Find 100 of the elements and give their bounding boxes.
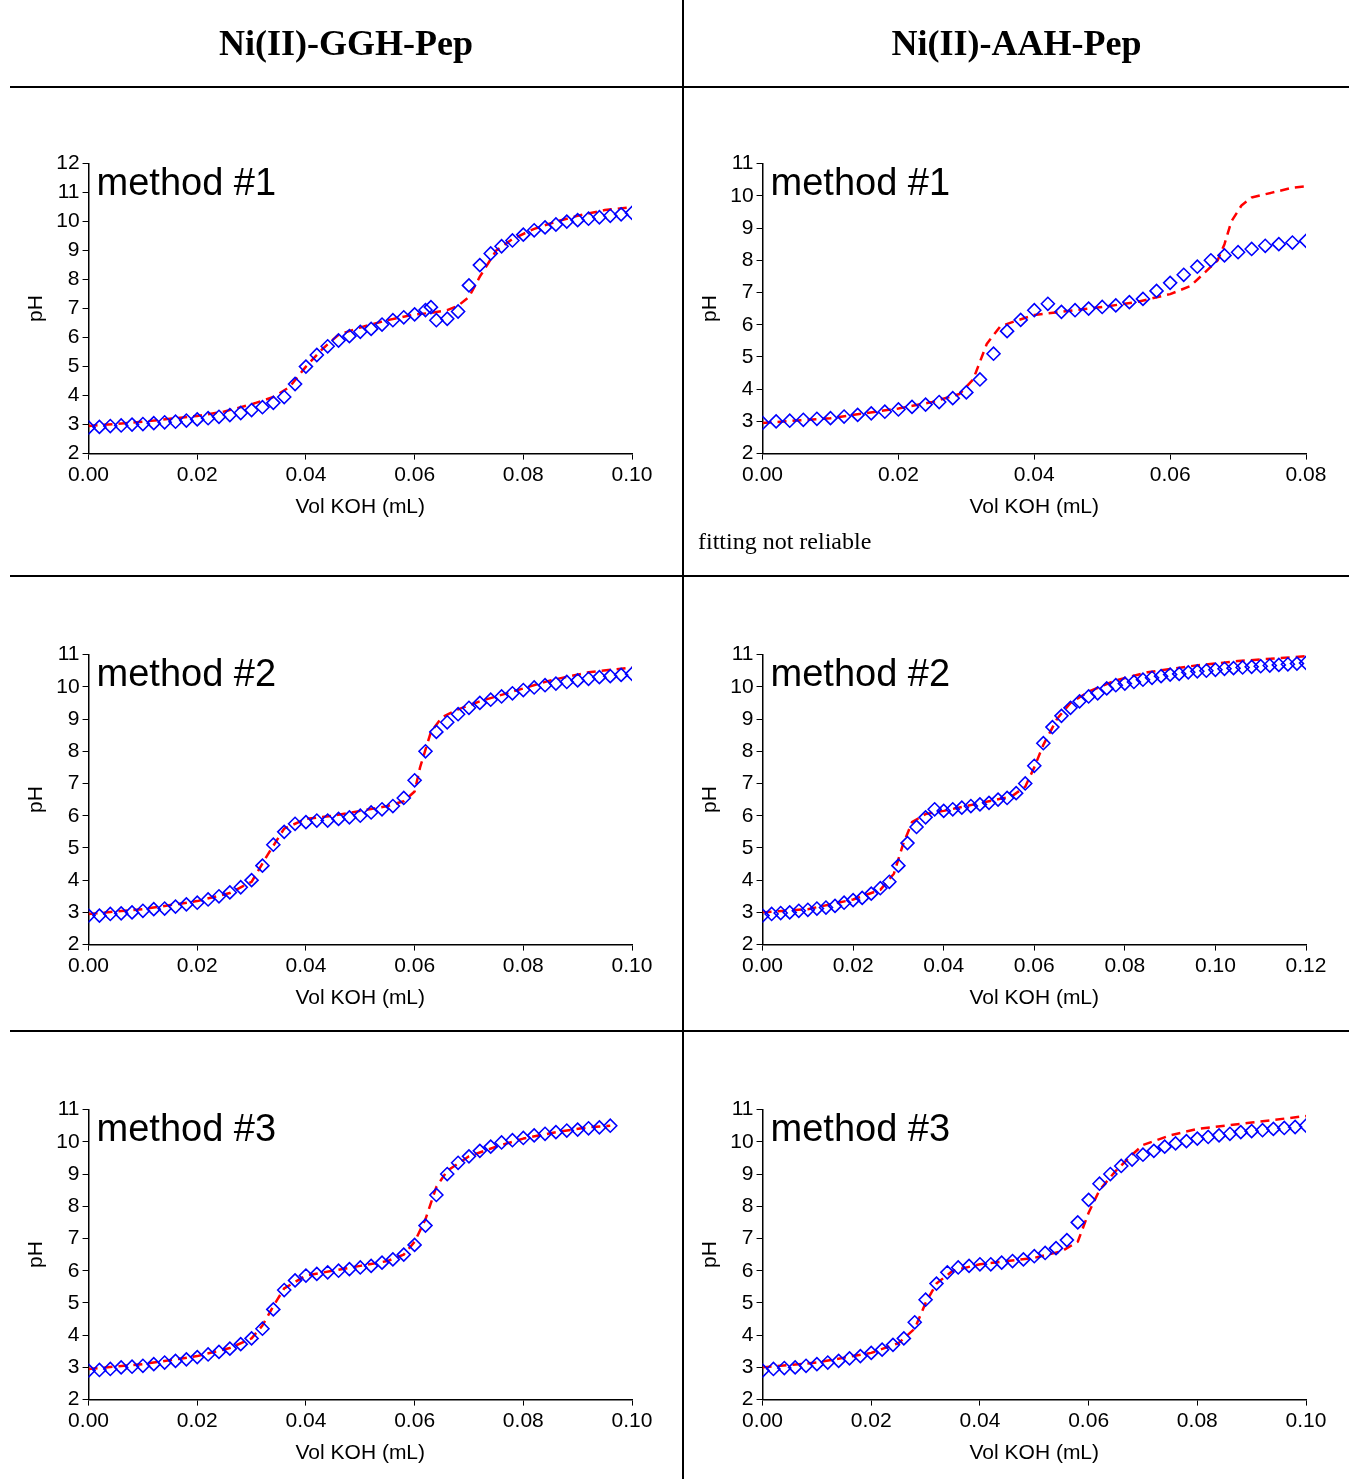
y-tick-label: 7 (741, 770, 754, 794)
y-tick-label: 3 (741, 408, 754, 432)
x-tick-label: 0.06 (1013, 953, 1055, 976)
y-tick-label: 9 (67, 1160, 80, 1184)
x-tick-label: 0.04 (1013, 462, 1056, 485)
x-tick-label: 0.00 (68, 953, 109, 976)
y-tick-label: 10 (56, 208, 80, 232)
x-tick-label: 0.04 (285, 462, 327, 485)
annotation: method #3 (96, 1107, 277, 1150)
y-tick-label: 4 (741, 375, 754, 399)
y-tick-label: 6 (67, 802, 80, 826)
y-tick-label: 2 (67, 440, 80, 464)
y-tick-label: 5 (741, 343, 754, 367)
x-tick-label: 0.02 (176, 1408, 218, 1431)
x-axis-title: Vol KOH (mL) (295, 494, 426, 518)
x-tick-label: 0.08 (502, 462, 544, 485)
y-axis-title: pH (697, 295, 721, 323)
x-tick-label: 0.04 (285, 953, 327, 976)
y-tick-label: 11 (57, 641, 80, 665)
y-axis-title: pH (23, 295, 47, 323)
y-tick-label: 7 (741, 279, 754, 303)
y-axis-title: pH (23, 1241, 47, 1269)
x-tick-label: 0.08 (1285, 462, 1327, 485)
x-axis-title: Vol KOH (mL) (295, 985, 426, 1009)
x-tick-label: 0.02 (832, 953, 874, 976)
y-tick-label: 11 (731, 1096, 754, 1120)
y-tick-label: 5 (67, 353, 80, 377)
y-tick-label: 11 (731, 150, 754, 174)
x-tick-label: 0.04 (923, 953, 965, 976)
y-tick-label: 10 (56, 1128, 80, 1152)
x-tick-label: 0.10 (611, 953, 653, 976)
x-tick-label: 0.08 (1104, 953, 1146, 976)
y-tick-label: 5 (741, 834, 754, 858)
annotation: method #1 (96, 161, 277, 204)
x-tick-label: 0.10 (1285, 1408, 1327, 1431)
y-tick-label: 8 (741, 1193, 754, 1217)
y-tick-label: 6 (741, 311, 754, 335)
x-axis-title: Vol KOH (mL) (969, 985, 1100, 1009)
x-tick-label: 0.10 (1194, 953, 1236, 976)
y-tick-label: 5 (741, 1289, 754, 1313)
y-tick-label: 10 (730, 1128, 754, 1152)
annotation: method #1 (770, 161, 951, 204)
y-tick-label: 4 (67, 866, 80, 890)
y-tick-label: 3 (741, 899, 754, 923)
y-tick-label: 9 (67, 237, 80, 261)
y-tick-label: 7 (741, 1225, 754, 1249)
y-tick-label: 9 (67, 705, 80, 729)
y-tick-label: 9 (741, 214, 754, 238)
x-tick-label: 0.04 (285, 1408, 327, 1431)
y-tick-label: 7 (67, 770, 80, 794)
y-tick-label: 2 (741, 1386, 754, 1410)
y-tick-label: 2 (67, 931, 80, 955)
y-tick-label: 9 (741, 705, 754, 729)
x-tick-label: 0.08 (1176, 1408, 1218, 1431)
y-tick-label: 6 (67, 1257, 80, 1281)
chart-title: Ni(II)-AAH-Pep (684, 0, 1349, 88)
x-tick-label: 0.04 (959, 1408, 1001, 1431)
x-axis-title: Vol KOH (mL) (295, 1440, 426, 1464)
x-axis-title: Vol KOH (mL) (969, 1440, 1100, 1464)
y-tick-label: 4 (67, 1321, 80, 1345)
x-tick-label: 0.00 (68, 1408, 109, 1431)
y-axis-title: pH (697, 786, 721, 814)
x-tick-label: 0.06 (1068, 1408, 1110, 1431)
y-tick-label: 3 (67, 899, 80, 923)
y-tick-label: 3 (741, 1354, 754, 1378)
chart-title: Ni(II)-GGH-Pep (10, 0, 682, 88)
y-tick-label: 11 (57, 1096, 80, 1120)
x-tick-label: 0.12 (1285, 953, 1327, 976)
x-tick-label: 0.08 (502, 1408, 544, 1431)
y-tick-label: 8 (67, 738, 80, 762)
x-tick-label: 0.06 (394, 1408, 436, 1431)
x-tick-label: 0.06 (1149, 462, 1191, 485)
y-tick-label: 5 (67, 834, 80, 858)
y-tick-label: 3 (67, 1354, 80, 1378)
y-tick-label: 6 (67, 324, 80, 348)
annotation: method #2 (96, 652, 277, 695)
x-tick-label: 0.00 (742, 462, 783, 485)
y-tick-label: 9 (741, 1160, 754, 1184)
x-tick-label: 0.02 (850, 1408, 892, 1431)
x-tick-label: 0.06 (394, 462, 436, 485)
y-tick-label: 10 (730, 182, 754, 206)
y-tick-label: 8 (67, 266, 80, 290)
y-tick-label: 4 (741, 1321, 754, 1345)
x-tick-label: 0.10 (611, 1408, 653, 1431)
x-tick-label: 0.06 (394, 953, 436, 976)
y-tick-label: 5 (67, 1289, 80, 1313)
y-tick-label: 8 (741, 738, 754, 762)
y-tick-label: 6 (741, 802, 754, 826)
y-tick-label: 3 (67, 411, 80, 435)
x-tick-label: 0.02 (877, 462, 919, 485)
y-tick-label: 2 (741, 440, 754, 464)
x-tick-label: 0.08 (502, 953, 544, 976)
y-tick-label: 7 (67, 295, 80, 319)
y-tick-label: 11 (57, 179, 80, 203)
y-tick-label: 6 (741, 1257, 754, 1281)
y-tick-label: 2 (741, 931, 754, 955)
x-axis-title: Vol KOH (mL) (969, 494, 1100, 518)
y-axis-title: pH (697, 1241, 721, 1269)
x-tick-label: 0.00 (68, 462, 109, 485)
y-tick-label: 7 (67, 1225, 80, 1249)
